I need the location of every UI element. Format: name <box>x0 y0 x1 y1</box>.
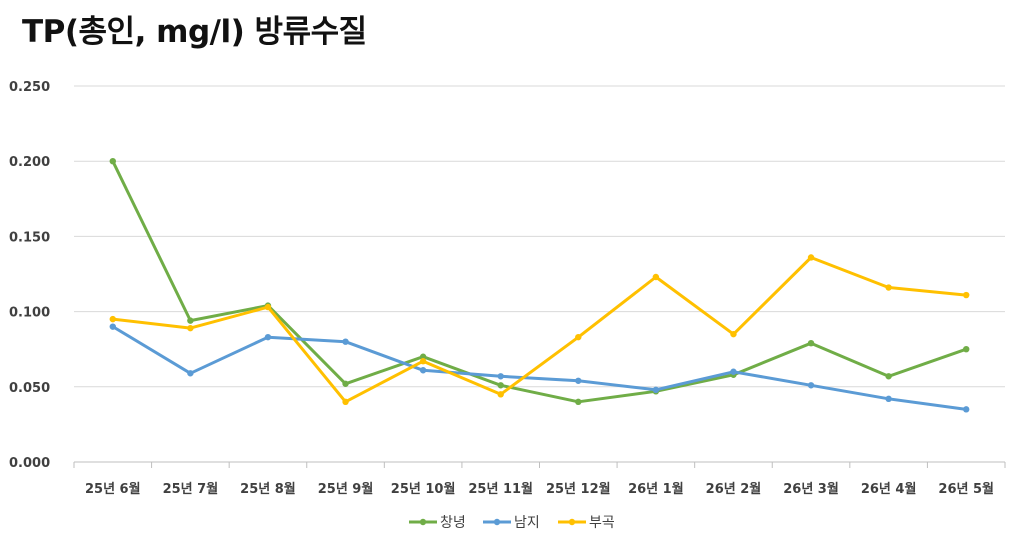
y-tick-label: 0.150 <box>9 230 50 245</box>
y-tick-label: 0.050 <box>9 381 50 396</box>
legend-swatch-marker <box>493 518 501 526</box>
series-line <box>111 256 968 404</box>
series-line <box>111 325 968 411</box>
legend-label: 부곡 <box>589 515 615 531</box>
data-point <box>419 358 427 365</box>
data-point <box>342 380 349 387</box>
data-point <box>575 377 582 384</box>
x-tick-label: 25년 12월 <box>546 481 611 497</box>
x-tick-label: 26년 5월 <box>938 481 994 497</box>
x-tick-label: 25년 8월 <box>240 481 296 497</box>
y-tick-label: 0.200 <box>9 155 50 170</box>
legend-label: 남지 <box>514 515 540 531</box>
series-2 <box>109 323 970 413</box>
legend-item: 부곡 <box>558 515 615 531</box>
data-point <box>963 291 970 299</box>
data-point <box>730 330 737 338</box>
series-3 <box>109 254 970 406</box>
legend-swatch-marker <box>568 518 576 526</box>
data-point <box>419 353 427 360</box>
data-point <box>885 373 892 380</box>
data-point <box>807 382 815 389</box>
data-point <box>109 323 116 330</box>
data-point <box>264 333 272 341</box>
legend-label: 창녕 <box>440 515 466 531</box>
data-point <box>497 373 504 380</box>
data-point <box>963 406 970 413</box>
x-tick-label: 26년 3월 <box>783 481 839 497</box>
series-1 <box>109 158 970 406</box>
data-point <box>652 386 660 394</box>
axes: 0.000 0.050 0.100 0.150 0.200 0.250 25년 6월 25년 … <box>9 80 1006 497</box>
data-point <box>497 391 504 398</box>
data-point <box>885 284 892 291</box>
data-point <box>187 370 194 377</box>
x-tick-label: 25년 6월 <box>85 481 141 497</box>
data-point <box>264 303 272 311</box>
data-point <box>575 398 582 406</box>
x-tick-label: 26년 1월 <box>628 481 684 497</box>
legend-item: 창녕 <box>409 515 466 531</box>
x-tick-label: 25년 11월 <box>468 481 533 497</box>
x-tick-label: 26년 2월 <box>706 481 762 497</box>
x-tick-label: 25년 9월 <box>318 481 374 497</box>
data-point <box>885 395 892 403</box>
series-line <box>111 159 968 404</box>
data-point <box>807 254 815 261</box>
data-point <box>187 324 194 332</box>
y-tick-label: 0.250 <box>9 80 50 95</box>
legend: 창녕 남지 부곡 <box>409 515 615 531</box>
data-point <box>109 158 116 165</box>
legend-item: 남지 <box>483 515 540 531</box>
data-point <box>730 368 737 375</box>
data-point <box>652 273 660 281</box>
data-point <box>807 339 815 347</box>
data-point <box>963 346 970 353</box>
data-point <box>109 315 116 323</box>
data-point <box>342 338 349 345</box>
series-lines <box>109 158 970 413</box>
data-point <box>575 333 582 341</box>
x-tick-label: 26년 4월 <box>861 481 917 497</box>
data-point <box>419 367 427 374</box>
data-point <box>497 382 504 389</box>
x-tick-label: 25년 7월 <box>163 481 219 497</box>
chart-title: TP(총인, mg/l) 방류수질 <box>22 14 367 50</box>
legend-swatch-marker <box>419 518 427 526</box>
data-point <box>342 398 349 406</box>
y-tick-label: 0.000 <box>9 456 50 471</box>
data-point <box>187 317 194 324</box>
x-tick-label: 25년 10월 <box>391 481 456 497</box>
gridlines <box>74 85 1005 388</box>
y-tick-label: 0.100 <box>9 306 50 321</box>
